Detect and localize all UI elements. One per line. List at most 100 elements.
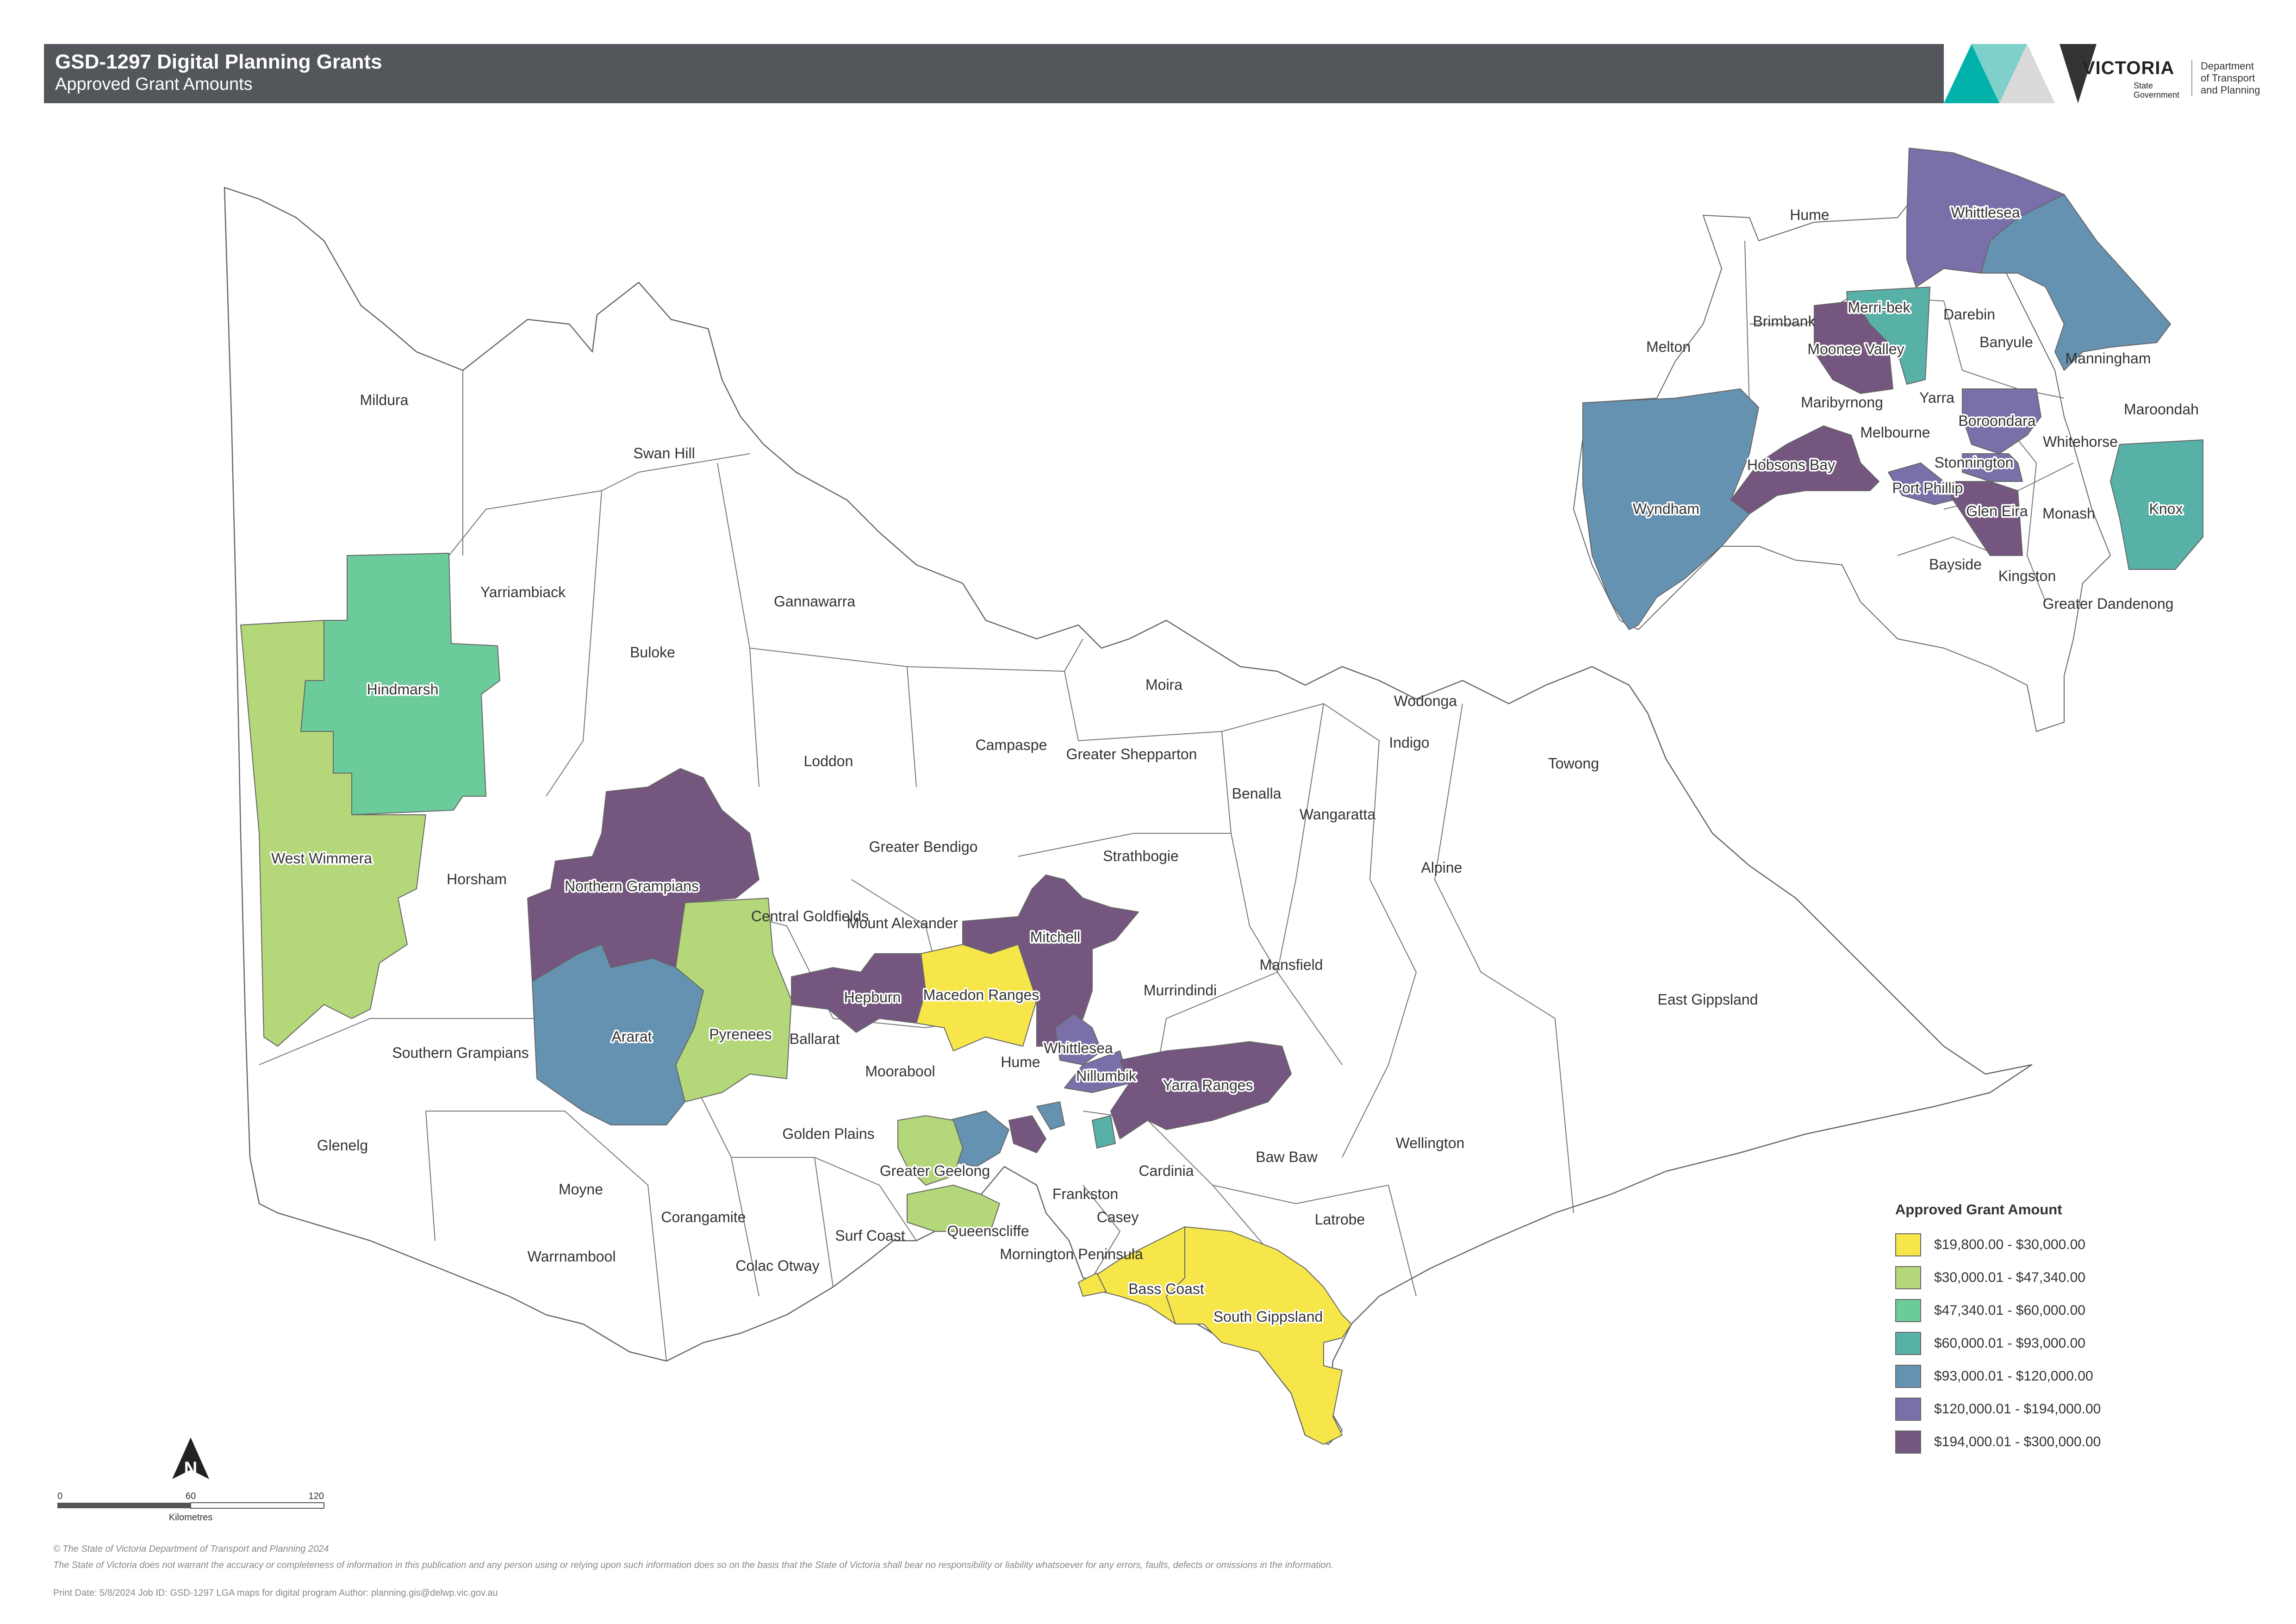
region-bass-coast [1092, 1226, 1185, 1324]
lga-label-wellington: Wellington [1396, 1135, 1465, 1151]
lga-label-hume: Hume [1001, 1054, 1040, 1070]
region-metro-small-1 [1008, 1115, 1046, 1153]
inset-label-knox: Knox [2149, 500, 2183, 517]
region-greater-geelong [897, 1115, 963, 1186]
legend-item: $60,000.01 - $93,000.00 [1895, 1327, 2173, 1360]
legend-swatch [1895, 1331, 1921, 1355]
state-outline [224, 187, 2033, 1445]
region-inset-stonnington [1962, 453, 2023, 482]
victoria-logo-word: VICTORIA [2083, 58, 2175, 78]
legend-item: $30,000.01 - $47,340.00 [1895, 1261, 2173, 1294]
lga-label-greater-shepparton: Greater Shepparton [1066, 746, 1197, 762]
lga-label-nillumbik: Nillumbik [1076, 1068, 1137, 1084]
lga-label-mildura: Mildura [360, 392, 409, 408]
lga-label-wangaratta: Wangaratta [1300, 806, 1375, 823]
inset-label-hume: Hume [1790, 206, 1829, 223]
legend-label: $93,000.01 - $120,000.00 [1934, 1368, 2093, 1384]
lga-label-queenscliffe: Queenscliffe [947, 1223, 1029, 1239]
lga-label-southern-grampians: Southern Grampians [392, 1044, 529, 1061]
inset-label-moonee-valley: Moonee Valley [1807, 341, 1904, 357]
inset-label-manningham: Manningham [2066, 350, 2151, 367]
lga-label-mornington-peninsula: Mornington Peninsula [1000, 1246, 1143, 1262]
lga-label-surf-coast: Surf Coast [835, 1227, 905, 1244]
scale-tick-0: 0 [57, 1491, 62, 1501]
legend-label: $194,000.01 - $300,000.00 [1934, 1434, 2101, 1449]
inset-label-merri-bek: Merri-bek [1848, 299, 1910, 316]
inset-label-kingston: Kingston [1998, 568, 2056, 584]
legend-label: $47,340.01 - $60,000.00 [1934, 1302, 2085, 1318]
inset-label-wyndham: Wyndham [1633, 500, 1699, 517]
legend-label: $60,000.01 - $93,000.00 [1934, 1335, 2085, 1351]
inset-label-glen-eira: Glen Eira [1966, 503, 2028, 519]
lga-label-greater-bendigo: Greater Bendigo [869, 838, 978, 855]
region-west-wimmera [240, 620, 426, 1047]
region-inset-moonee-valley [1814, 300, 1893, 394]
lga-label-benalla: Benalla [1232, 785, 1282, 802]
inset-label-melton: Melton [1646, 338, 1691, 355]
metro-inset [1573, 148, 2203, 732]
lga-label-macedon-ranges: Macedon Ranges [923, 987, 1039, 1003]
lga-label-loddon: Loddon [804, 753, 853, 769]
lga-label-swan-hill: Swan Hill [633, 445, 695, 462]
lga-label-northern-grampians: Northern Grampians [565, 878, 699, 894]
inset-label-whittlesea: Whittlesea [1951, 204, 2020, 221]
lga-label-baw-baw: Baw Baw [1256, 1149, 1318, 1165]
legend-label: $19,800.00 - $30,000.00 [1934, 1237, 2085, 1252]
lga-label-west-wimmera: West Wimmera [271, 850, 372, 867]
lga-label-frankston: Frankston [1052, 1186, 1118, 1202]
lga-label-colac-otway: Colac Otway [735, 1257, 819, 1274]
lga-label-moorabool: Moorabool [865, 1063, 935, 1080]
region-inset-knox [2110, 439, 2203, 570]
region-phillip-island [1078, 1273, 1107, 1297]
region-inset-nillumbik [1980, 194, 2171, 371]
region-ararat [532, 944, 704, 1125]
lga-label-murrindindi: Murrindindi [1144, 982, 1217, 999]
inset-label-maroondah: Maroondah [2124, 401, 2199, 418]
legend-title: Approved Grant Amount [1895, 1201, 2062, 1218]
inset-label-monash: Monash [2042, 505, 2095, 522]
lga-label-towong: Towong [1548, 755, 1599, 772]
lga-label-greater-geelong: Greater Geelong [880, 1162, 990, 1179]
scale-tick-120: 120 [309, 1491, 324, 1501]
lga-label-cardinia: Cardinia [1139, 1162, 1194, 1179]
logo-triangles-icon [1944, 44, 2097, 103]
inset-label-darebin: Darebin [1943, 306, 1995, 323]
lga-label-moyne: Moyne [559, 1181, 603, 1198]
region-queenscliffe [907, 1185, 1000, 1232]
lga-label-alpine: Alpine [1421, 859, 1462, 876]
inset-label-bayside: Bayside [1929, 556, 1982, 573]
copyright-notice: © The State of Victoria Department of Tr… [53, 1544, 329, 1554]
scale-unit: Kilometres [169, 1512, 212, 1523]
lga-label-whittlesea: Whittlesea [1044, 1040, 1113, 1056]
legend-item: $47,340.01 - $60,000.00 [1895, 1294, 2173, 1327]
lga-label-indigo: Indigo [1389, 734, 1429, 751]
print-info: Print Date: 5/8/2024 Job ID: GSD-1297 LG… [53, 1588, 498, 1598]
scale-bar: 0 60 120 Kilometres [56, 1491, 352, 1530]
inset-label-stonnington: Stonnington [1935, 454, 2014, 471]
inset-label-brimbank: Brimbank [1753, 313, 1816, 330]
inset-label-hobsons-bay: Hobsons Bay [1747, 456, 1835, 473]
region-inset-hobsons-bay [1730, 425, 1879, 514]
lga-label-moira: Moira [1145, 676, 1182, 693]
lga-label-latrobe: Latrobe [1315, 1211, 1365, 1228]
lga-label-pyrenees: Pyrenees [709, 1026, 772, 1043]
lga-label-yarra-ranges: Yarra Ranges [1163, 1077, 1253, 1093]
inset-label-greater-dandenong: Greater Dandenong [2043, 595, 2174, 612]
inset-label-banyule: Banyule [1979, 334, 2033, 350]
lga-label-golden-plains: Golden Plains [782, 1125, 874, 1142]
lga-label-campaspe: Campaspe [976, 737, 1047, 753]
region-metro-small-2 [1036, 1101, 1065, 1130]
legend-swatch [1895, 1430, 1921, 1454]
lga-label-gannawarra: Gannawarra [774, 593, 855, 610]
disclaimer: The State of Victoria does not warrant t… [53, 1560, 1334, 1570]
lga-label-warrnambool: Warrnambool [528, 1248, 616, 1265]
lga-label-bass-coast: Bass Coast [1128, 1280, 1204, 1297]
region-mitchell [962, 874, 1139, 1047]
lga-label-mansfield: Mansfield [1260, 956, 1323, 973]
lga-label-ballarat: Ballarat [790, 1031, 840, 1047]
region-south-gippsland [1166, 1226, 1352, 1445]
inset-label-melbourne: Melbourne [1860, 424, 1930, 441]
lga-label-ararat: Ararat [611, 1028, 652, 1045]
lga-label-hindmarsh: Hindmarsh [367, 681, 439, 698]
region-yarra-ranges [1110, 1041, 1292, 1139]
